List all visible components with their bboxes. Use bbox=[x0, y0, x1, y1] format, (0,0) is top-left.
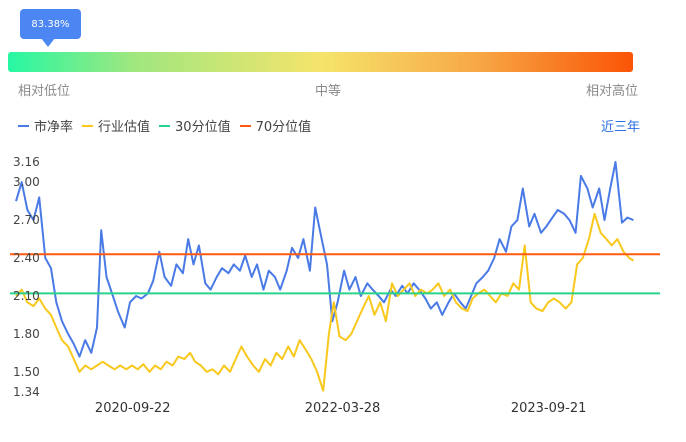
percentile-badge-pointer bbox=[41, 38, 55, 47]
legend-item-pb[interactable]: 市净率 bbox=[18, 116, 73, 135]
legend-label-industry: 行业估值 bbox=[98, 120, 151, 135]
percentile-badge-value: 83.38% bbox=[31, 18, 70, 30]
legend-item-industry[interactable]: 行业估值 bbox=[82, 116, 150, 135]
y-tick-label: 1.80 bbox=[13, 327, 40, 341]
y-tick-label: 1.50 bbox=[13, 365, 40, 379]
legend-swatch-p70 bbox=[239, 124, 251, 127]
scale-mid-label: 中等 bbox=[315, 84, 342, 99]
legend-label-p70: 70分位值 bbox=[255, 120, 312, 135]
legend-swatch-industry bbox=[82, 124, 94, 127]
legend-label-pb: 市净率 bbox=[34, 120, 74, 135]
legend-item-p30[interactable]: 30分位值 bbox=[159, 116, 231, 135]
legend-swatch-pb bbox=[18, 124, 29, 127]
chart-legend: 市净率 行业估值 30分位值 70分位值 bbox=[18, 116, 320, 135]
scale-high-label: 相对高位 bbox=[585, 84, 638, 99]
y-tick-label: 2.70 bbox=[13, 213, 40, 227]
series-line-1 bbox=[15, 212, 634, 392]
legend-label-p30: 30分位值 bbox=[175, 120, 231, 135]
range-three-years-button[interactable]: 近三年 bbox=[600, 120, 640, 135]
legend-swatch-p30 bbox=[159, 124, 171, 127]
x-tick-label: 2023-09-21 bbox=[511, 401, 587, 416]
valuation-line-chart: 3.16 3.00 2.70 2.40 2.10 1.80 1.50 1.34 2020-09-… bbox=[10, 155, 660, 416]
valuation-gradient-bar bbox=[8, 52, 633, 72]
series-line-0 bbox=[15, 161, 634, 358]
y-tick-label: 1.34 bbox=[13, 385, 40, 399]
scale-low-label: 相对低位 bbox=[18, 84, 71, 99]
x-tick-label: 2022-03-28 bbox=[305, 401, 381, 416]
legend-item-p70[interactable]: 70分位值 bbox=[239, 116, 312, 135]
y-tick-label: 2.40 bbox=[13, 251, 40, 265]
y-tick-label: 3.00 bbox=[13, 175, 40, 189]
percentile-badge: 83.38% bbox=[20, 9, 81, 39]
y-tick-label: 3.16 bbox=[13, 155, 40, 169]
x-tick-label: 2020-09-22 bbox=[95, 401, 171, 416]
y-tick-label: 2.10 bbox=[13, 289, 40, 303]
